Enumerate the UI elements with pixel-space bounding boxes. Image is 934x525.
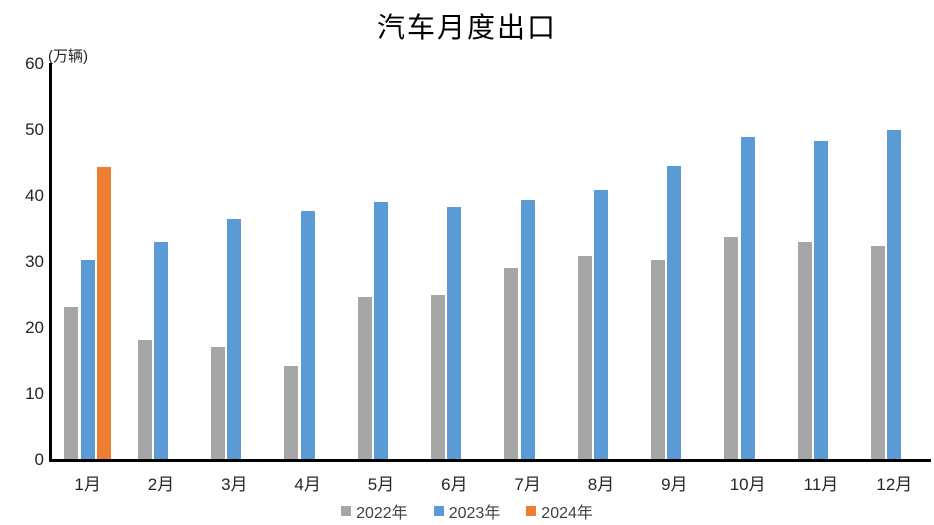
legend-swatch-2022年 xyxy=(341,506,352,516)
bar-2022年-10月 xyxy=(724,236,739,459)
legend-label-2022年: 2022年 xyxy=(356,505,408,522)
bar-2022年-8月 xyxy=(577,255,592,459)
legend: 2022年 2023年 2024年 xyxy=(0,499,934,523)
bar-2022年-9月 xyxy=(651,260,666,459)
legend-label-2023年: 2023年 xyxy=(448,505,501,522)
chart-title: 汽车月度出口 xyxy=(376,11,557,44)
y-axis-tick-30: 30 xyxy=(25,252,44,271)
bar-2022年-3月 xyxy=(211,346,226,459)
x-axis-line xyxy=(49,459,931,462)
bar-2022年-12月 xyxy=(871,246,886,459)
x-axis-label-6月: 6月 xyxy=(441,475,468,494)
bar-2023年-10月 xyxy=(740,136,755,459)
bar-2023年-8月 xyxy=(594,189,608,459)
legend-swatch-2023年 xyxy=(433,506,444,516)
x-axis-label-1月: 1月 xyxy=(74,475,101,494)
legend-item-2023年: 2023年 xyxy=(433,499,501,523)
bar-2024年-1月 xyxy=(96,166,111,459)
legend-item-2024年: 2024年 xyxy=(526,499,593,523)
bar-2023年-12月 xyxy=(887,129,902,459)
legend-swatch-2024年 xyxy=(526,506,537,516)
bar-2022年-6月 xyxy=(431,294,446,459)
bar-2023年-4月 xyxy=(300,210,315,459)
x-axis-label-11月: 11月 xyxy=(803,475,839,494)
x-axis-label-2月: 2月 xyxy=(147,475,175,494)
y-axis-tick-10: 10 xyxy=(25,384,44,403)
y-axis-tick-20: 20 xyxy=(25,318,44,337)
bar-2023年-6月 xyxy=(447,206,462,459)
bar-2022年-7月 xyxy=(504,267,519,459)
bar-2023年-1月 xyxy=(80,260,95,459)
x-axis-label-9月: 9月 xyxy=(661,475,688,494)
y-axis-tick-40: 40 xyxy=(25,186,44,205)
x-axis-label-12月: 12月 xyxy=(876,475,913,494)
legend-label-2024年: 2024年 xyxy=(541,505,593,522)
x-axis-label-7月: 7月 xyxy=(514,475,541,494)
y-axis-tick-0: 0 xyxy=(34,450,44,469)
legend-item-2022年: 2022年 xyxy=(341,499,408,523)
y-axis-unit-label: (万辆) xyxy=(48,48,88,65)
x-axis-label-10月: 10月 xyxy=(729,475,766,494)
bar-2023年-2月 xyxy=(154,241,168,459)
y-axis-line xyxy=(49,63,52,462)
bar-2022年-11月 xyxy=(797,241,812,459)
y-axis-tick-50: 50 xyxy=(25,120,44,139)
x-axis-label-5月: 5月 xyxy=(367,475,395,494)
bar-2022年-2月 xyxy=(137,340,152,459)
x-axis-label-4月: 4月 xyxy=(294,475,321,494)
bar-2023年-7月 xyxy=(520,200,535,459)
bar-2022年-5月 xyxy=(357,297,372,459)
x-axis-label-8月: 8月 xyxy=(587,475,615,494)
bar-2022年-4月 xyxy=(284,365,299,459)
bar-2023年-5月 xyxy=(374,202,388,459)
bar-2023年-9月 xyxy=(667,165,682,459)
x-axis-label-3月: 3月 xyxy=(221,475,248,494)
bar-2023年-11月 xyxy=(814,140,828,459)
plot-area xyxy=(51,63,931,459)
bar-2023年-3月 xyxy=(227,218,242,459)
bar-2022年-1月 xyxy=(64,306,79,459)
y-axis-tick-60: 60 xyxy=(25,54,44,73)
